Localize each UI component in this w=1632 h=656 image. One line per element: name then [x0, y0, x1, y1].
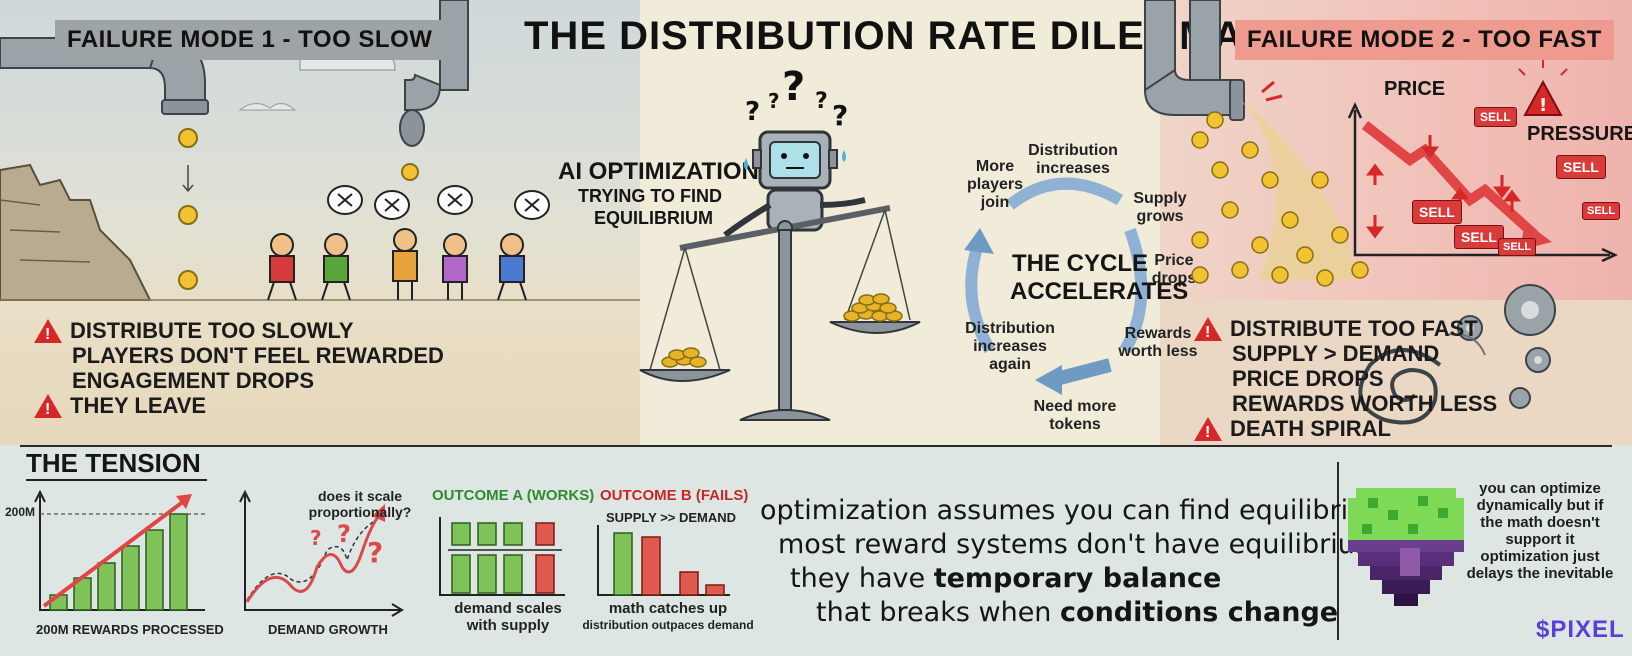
- svg-text:!: !: [1539, 95, 1547, 116]
- person-1: [267, 233, 297, 301]
- cycle-arrows: [964, 177, 1148, 395]
- svg-text:?: ?: [310, 526, 322, 550]
- svg-text:?: ?: [367, 536, 383, 569]
- sell-tag: SELL: [1582, 202, 1621, 220]
- cycle-step-7: More players join: [966, 158, 1024, 211]
- ai-subtitle-1: TRYING TO FIND: [578, 186, 722, 206]
- outcome-a-title: OUTCOME A (WORKS): [432, 487, 595, 504]
- quote-line-4: that breaks when conditions change: [816, 596, 1338, 630]
- side-note: you can optimize dynamically but if the …: [1465, 480, 1615, 582]
- fm2-line-2: SUPPLY > DEMAND: [1232, 341, 1440, 366]
- cycle-step-2: Supply grows: [1133, 190, 1187, 225]
- person-5: [497, 233, 527, 301]
- quote-line-3: they have temporary balance: [790, 562, 1221, 596]
- note-line-2: dynamically but if: [1476, 497, 1604, 514]
- pixel-heart-logo: [1348, 488, 1464, 606]
- sell-tag: SELL: [1556, 155, 1606, 179]
- warning-icon: !: [34, 393, 62, 418]
- person-3: [392, 228, 418, 300]
- quote-line-3-prefix: they have: [790, 563, 934, 594]
- warning-icon: !: [1194, 316, 1222, 341]
- outcome-a-caption: demand scales with supply: [438, 600, 578, 634]
- vertical-divider: [1337, 462, 1339, 640]
- fm2-line-5: DEATH SPIRAL: [1230, 416, 1391, 441]
- cycle-center-label: THE CYCLE ACCELERATES: [1010, 250, 1189, 306]
- ai-subtitle-2: EQUILIBRIUM: [594, 208, 713, 228]
- note-line-6: delays the inevitable: [1466, 565, 1614, 582]
- fm1-line-4: THEY LEAVE: [70, 393, 207, 418]
- robot-scale-illustration: ?? ?? ?: [639, 64, 921, 421]
- quote-line-4-emphasis: conditions change: [1060, 597, 1339, 628]
- sell-tag: SELL: [1498, 238, 1537, 256]
- demand-growth-chart: ? ? ?: [239, 489, 404, 617]
- outcome-b-title: OUTCOME B (FAILS): [600, 487, 749, 504]
- person-2: [321, 233, 351, 301]
- quote-line-1: optimization assumes you can find equili…: [760, 495, 1392, 526]
- svg-text:?: ?: [768, 89, 780, 113]
- warning-icon: !: [1194, 416, 1222, 441]
- failure-mode-2-label: FAILURE MODE 2 - TOO FAST: [1235, 20, 1614, 60]
- cycle-step-3: Price drops: [1151, 252, 1197, 287]
- failure-mode-2-list: ! DISTRIBUTE TOO FAST SUPPLY > DEMAND PR…: [1194, 316, 1497, 441]
- page-title: THE DISTRIBUTION RATE DILEMMA: [524, 14, 1244, 58]
- note-line-3: the math doesn't: [1480, 514, 1600, 531]
- rewards-bar-chart: [34, 489, 205, 611]
- chart1-y-tick: 200M: [5, 505, 36, 519]
- pressure-label: PRESSURE: [1527, 123, 1632, 145]
- note-line-5: optimization just: [1480, 548, 1600, 565]
- tension-heading: THE TENSION: [26, 448, 207, 481]
- cycle-step-5: Need more tokens: [1033, 398, 1117, 433]
- right-scene-illustration: !: [1143, 0, 1618, 425]
- outcome-b-chart: [597, 525, 730, 596]
- svg-text:?: ?: [832, 99, 848, 132]
- failure-mode-1-list: ! DISTRIBUTE TOO SLOWLY PLAYERS DON'T FE…: [34, 318, 444, 418]
- quote-line-4-prefix: that breaks when: [816, 597, 1061, 628]
- horizontal-divider: [20, 445, 1612, 447]
- warning-icon: !: [34, 318, 62, 343]
- svg-text:?: ?: [815, 89, 828, 114]
- sell-tag: SELL: [1412, 200, 1462, 224]
- fm1-line-1: DISTRIBUTE TOO SLOWLY: [70, 318, 354, 343]
- note-line-4: support it: [1505, 531, 1575, 548]
- ai-optimization-title: AI OPTIMIZATION: [558, 158, 759, 185]
- cycle-step-6: Distribution increases again: [965, 320, 1055, 373]
- note-line-1: you can optimize: [1479, 480, 1601, 497]
- fm2-line-3: PRICE DROPS: [1232, 366, 1384, 391]
- fm1-line-3: ENGAGEMENT DROPS: [72, 368, 315, 393]
- outcome-b-caption-1: math catches up: [608, 600, 728, 617]
- outcome-a-chart: [439, 517, 565, 596]
- sell-tag: SELL: [1474, 107, 1517, 127]
- cycle-step-1: Distribution increases: [1028, 142, 1118, 177]
- outcome-b-subtitle: SUPPLY >> DEMAND: [606, 510, 737, 525]
- cycle-center-line-2: ACCELERATES: [1010, 278, 1189, 305]
- quote-line-2: most reward systems don't have equilibri…: [778, 529, 1382, 560]
- svg-text:?: ?: [745, 97, 760, 127]
- outcome-a-caption-1: demand scales: [454, 600, 562, 617]
- outcome-a-caption-2: with supply: [466, 617, 550, 634]
- person-4: [442, 233, 468, 300]
- outcome-b-caption-2: distribution outpaces demand: [582, 618, 754, 632]
- price-axis-label: PRICE: [1384, 78, 1446, 100]
- failure-mode-1-label: FAILURE MODE 1 - TOO SLOW: [55, 20, 445, 60]
- svg-text:?: ?: [337, 520, 351, 548]
- left-panel-background: [0, 0, 640, 445]
- svg-text:?: ?: [782, 64, 805, 110]
- quote-line-3-emphasis: temporary balance: [933, 563, 1222, 594]
- chart2-caption: DEMAND GROWTH: [268, 622, 388, 637]
- outcome-b-caption: math catches up distribution outpaces de…: [578, 600, 758, 634]
- left-scene-illustration: [0, 0, 640, 301]
- cycle-center-line-1: THE CYCLE: [1011, 250, 1148, 277]
- sell-tag: SELL: [1454, 225, 1504, 249]
- fm1-line-2: PLAYERS DON'T FEEL REWARDED: [72, 343, 444, 368]
- cycle-step-4: Rewards worth less: [1118, 325, 1198, 360]
- fm2-line-1: DISTRIBUTE TOO FAST: [1230, 316, 1478, 341]
- brand-label: $PIXEL: [1536, 616, 1625, 643]
- fm2-line-4: REWARDS WORTH LESS: [1232, 391, 1498, 416]
- chart2-question: does it scale proportionally?: [308, 488, 412, 520]
- chart1-caption: 200M REWARDS PROCESSED: [36, 622, 224, 637]
